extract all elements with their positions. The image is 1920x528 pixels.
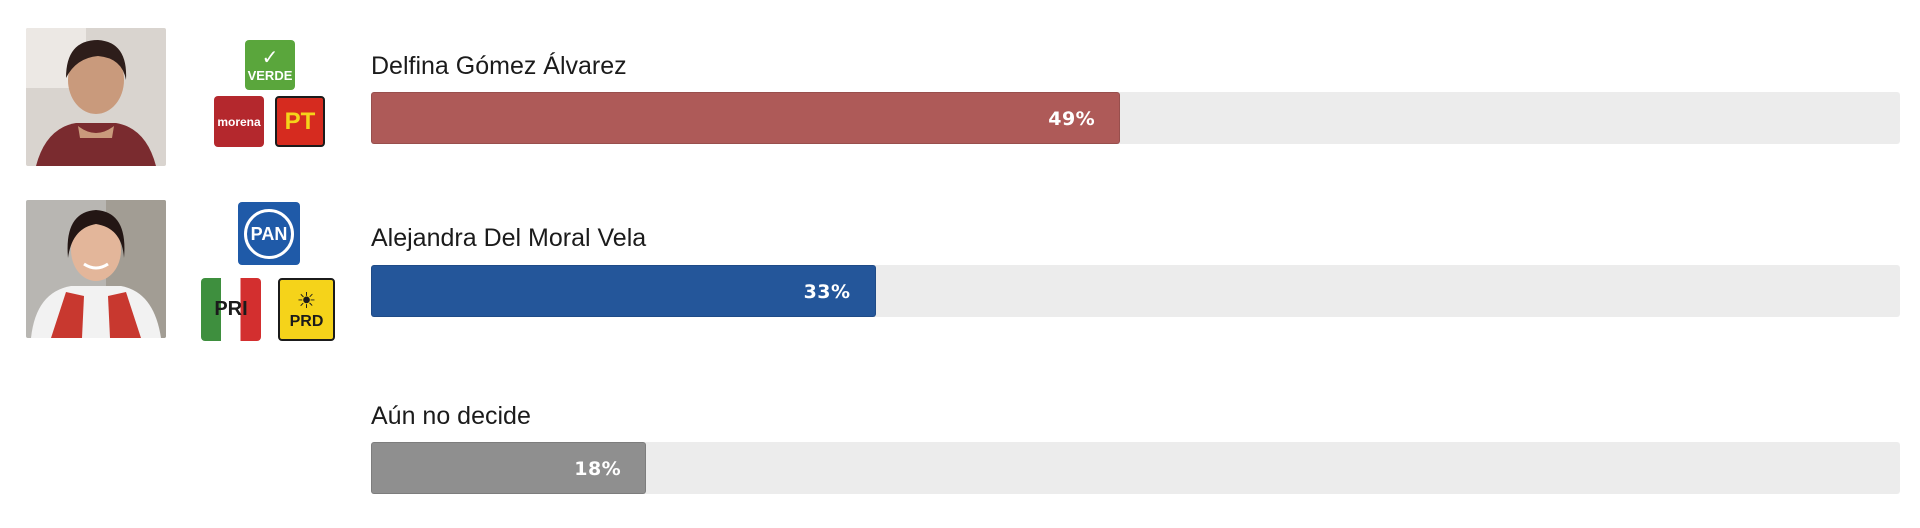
bar-track: 18%	[371, 442, 1900, 494]
bar: 49%	[371, 92, 1121, 144]
pan-logo: PAN	[238, 202, 300, 265]
bar-track: 49%	[371, 92, 1900, 144]
candidate-photo	[26, 200, 166, 338]
bar-track: 33%	[371, 265, 1900, 317]
bar-value-label: 18%	[574, 458, 622, 480]
morena-logo: morena	[214, 96, 264, 147]
bar-value-label: 49%	[1048, 108, 1096, 130]
candidate-photo	[26, 28, 166, 166]
bar: 33%	[371, 265, 876, 317]
pri-logo: PRI	[201, 278, 261, 341]
bar: 18%	[371, 442, 647, 494]
pt-logo: PT	[275, 96, 325, 147]
bar-category-label: Aún no decide	[371, 402, 531, 430]
candidate-portrait-image	[26, 28, 166, 166]
bar-category-label: Delfina Gómez Álvarez	[371, 52, 627, 80]
bar-category-label: Alejandra Del Moral Vela	[371, 224, 647, 252]
verde-logo: ✓ VERDE	[245, 40, 295, 90]
candidate-portrait-image	[26, 200, 166, 338]
party-logos: ✓ VERDE morena PT	[198, 32, 348, 182]
prd-logo: ☀ PRD	[278, 278, 335, 341]
bar-value-label: 33%	[803, 281, 851, 303]
party-logos: PAN PRI ☀ PRD	[198, 200, 348, 350]
